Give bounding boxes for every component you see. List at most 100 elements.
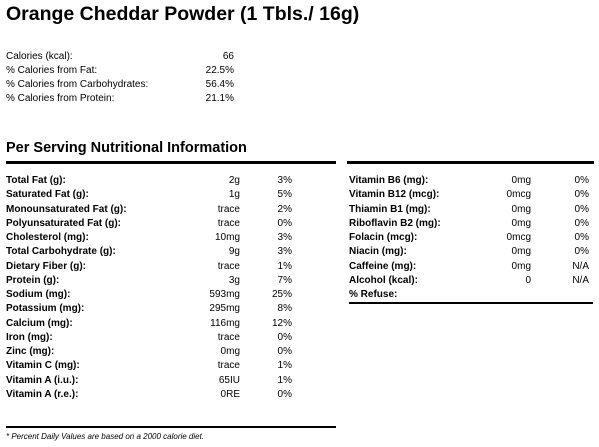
- nutrient-daily-value: 0%: [277, 217, 292, 229]
- section-divider-right: [347, 161, 594, 164]
- nutrient-label: Vitamin B6 (mg):: [349, 175, 429, 186]
- nutrient-amount: 1g: [228, 189, 240, 201]
- nutrient-row: Caffeine (mg): 0mg N/A: [349, 260, 590, 274]
- nutrient-amount: 295mg: [209, 303, 240, 315]
- nutrient-amount: 0mg: [220, 346, 240, 357]
- nutrient-daily-value: 3%: [277, 175, 292, 186]
- section-title: Per Serving Nutritional Information: [6, 140, 247, 156]
- nutrient-table-left: Total Fat (g): 2g 3% Saturated Fat (g): 1g 5…: [6, 174, 294, 402]
- nutrient-label: Polyunsaturated Fat (g):: [6, 217, 122, 229]
- nutrient-daily-value: 25%: [271, 289, 292, 300]
- nutrient-row: Niacin (mg): 0mg 0%: [349, 245, 590, 259]
- nutrient-label: Protein (g):: [6, 274, 60, 286]
- summary-label: Calories (kcal):: [6, 51, 73, 62]
- nutrient-daily-value: 0%: [574, 232, 589, 243]
- nutrient-label: Calcium (mg):: [6, 317, 73, 329]
- nutrient-row: Total Carbohydrate (g): 9g 3%: [6, 245, 294, 259]
- nutrient-row: Dietary Fiber (g): trace 1%: [6, 260, 294, 274]
- nutrient-row: Iron (mg): trace 0%: [6, 331, 294, 345]
- nutrient-label: Vitamin A (r.e.):: [6, 388, 79, 400]
- summary-value: 22.5%: [205, 65, 234, 76]
- nutrient-daily-value: 12%: [271, 317, 292, 329]
- nutrient-amount: 0mg: [511, 260, 531, 272]
- nutrient-table-right: Vitamin B6 (mg): 0mg 0% Vitamin B12 (mcg):…: [349, 174, 590, 302]
- summary-label: % Calories from Fat:: [6, 65, 98, 76]
- nutrient-row: Riboflavin B2 (mg): 0mg 0%: [349, 217, 590, 231]
- nutrient-amount: 2g: [228, 175, 240, 186]
- nutrient-daily-value: 3%: [277, 232, 292, 243]
- nutrient-label: Thiamin B1 (mg):: [349, 203, 431, 215]
- nutrient-row: Total Fat (g): 2g 3%: [6, 174, 294, 188]
- nutrient-daily-value: 5%: [277, 189, 292, 201]
- nutrient-label: Iron (mg):: [6, 331, 53, 343]
- nutrient-amount: trace: [217, 360, 240, 372]
- nutrient-amount: 9g: [228, 246, 240, 258]
- nutrient-row: Thiamin B1 (mg): 0mg 0%: [349, 203, 590, 217]
- nutrient-daily-value: 0%: [574, 246, 589, 258]
- nutrient-row: Vitamin A (r.e.): 0RE 0%: [6, 388, 294, 402]
- nutrient-row: Sodium (mg): 593mg 25%: [6, 288, 294, 302]
- summary-label: % Calories from Protein:: [6, 93, 115, 104]
- footnote: * Percent Daily Values are based on a 20…: [6, 432, 205, 441]
- nutrient-amount: 0: [525, 274, 531, 286]
- nutrient-row: Vitamin B6 (mg): 0mg 0%: [349, 174, 590, 188]
- calorie-summary: Calories (kcal): 66 % Calories from Fat: 2…: [6, 50, 234, 106]
- summary-value: 21.1%: [205, 93, 234, 104]
- nutrient-daily-value: 2%: [277, 203, 292, 215]
- summary-row: Calories (kcal): 66: [6, 50, 234, 64]
- nutrient-daily-value: 0%: [574, 189, 589, 201]
- summary-value: 56.4%: [205, 79, 234, 90]
- section-divider: [6, 161, 336, 164]
- nutrient-label: Zinc (mg):: [6, 346, 55, 357]
- nutrient-label: Vitamin B12 (mcg):: [349, 189, 440, 201]
- nutrient-amount: 10mg: [214, 232, 240, 243]
- nutrient-amount: trace: [217, 260, 240, 272]
- summary-value: 66: [222, 51, 234, 62]
- nutrient-daily-value: 7%: [277, 274, 292, 286]
- page-title: Orange Cheddar Powder (1 Tbls./ 16g): [6, 3, 360, 25]
- nutrient-amount: 0mcg: [506, 189, 531, 201]
- nutrient-row: Alcohol (kcal): 0 N/A: [349, 274, 590, 288]
- nutrient-daily-value: 1%: [277, 360, 292, 372]
- nutrient-amount: 593mg: [209, 289, 240, 300]
- summary-label: % Calories from Carbohydrates:: [6, 79, 149, 90]
- nutrient-label: Alcohol (kcal):: [349, 274, 418, 286]
- nutrient-daily-value: 8%: [277, 303, 292, 315]
- nutrient-row: Monounsaturated Fat (g): trace 2%: [6, 203, 294, 217]
- nutrient-amount: 0mg: [511, 175, 531, 186]
- nutrient-daily-value: 0%: [277, 388, 292, 400]
- nutrient-row: % Refuse:: [349, 288, 590, 302]
- nutrient-label: Niacin (mg):: [349, 246, 407, 258]
- nutrient-amount: trace: [217, 331, 240, 343]
- nutrient-amount: 0RE: [220, 388, 240, 400]
- nutrient-row: Calcium (mg): 116mg 12%: [6, 317, 294, 331]
- nutrient-daily-value: 0%: [574, 175, 589, 186]
- nutrient-label: Vitamin A (i.u.):: [6, 374, 79, 386]
- nutrient-label: Potassium (mg):: [6, 303, 85, 315]
- nutrient-daily-value: 3%: [277, 246, 292, 258]
- footnote-divider: [6, 426, 336, 428]
- nutrient-label: Dietary Fiber (g):: [6, 260, 87, 272]
- nutrient-daily-value: N/A: [572, 260, 589, 272]
- nutrient-daily-value: N/A: [572, 274, 589, 286]
- nutrient-row: Vitamin B12 (mcg): 0mcg 0%: [349, 188, 590, 202]
- nutrient-row: Cholesterol (mg): 10mg 3%: [6, 231, 294, 245]
- nutrient-label: Cholesterol (mg):: [6, 232, 89, 243]
- nutrient-row: Folacin (mcg): 0mcg 0%: [349, 231, 590, 245]
- nutrient-row: Protein (g): 3g 7%: [6, 274, 294, 288]
- nutrient-label: Vitamin C (mg):: [6, 360, 80, 372]
- nutrient-amount: 116mg: [210, 317, 240, 329]
- nutrient-daily-value: 1%: [277, 260, 292, 272]
- nutrient-amount: 3g: [228, 274, 240, 286]
- nutrient-daily-value: 0%: [277, 331, 292, 343]
- summary-row: % Calories from Carbohydrates: 56.4%: [6, 78, 234, 92]
- nutrient-row: Potassium (mg): 295mg 8%: [6, 302, 294, 316]
- nutrient-label: Folacin (mcg):: [349, 232, 418, 243]
- right-table-divider: [349, 302, 593, 304]
- nutrient-daily-value: 0%: [574, 203, 589, 215]
- nutrient-amount: 65IU: [218, 374, 240, 386]
- nutrient-amount: 0mg: [511, 217, 531, 229]
- nutrient-amount: 0mg: [511, 203, 531, 215]
- nutrient-daily-value: 0%: [574, 217, 589, 229]
- nutrient-label: Monounsaturated Fat (g):: [6, 203, 127, 215]
